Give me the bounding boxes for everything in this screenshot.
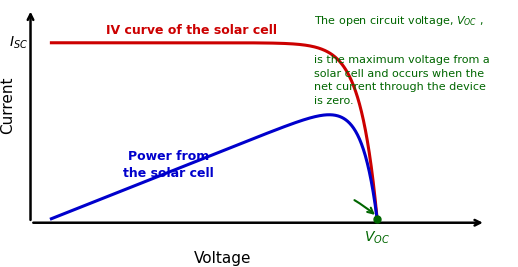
Text: Voltage: Voltage [194, 251, 252, 266]
Text: $I_{SC}$: $I_{SC}$ [9, 34, 28, 51]
Text: $V_{OC}$: $V_{OC}$ [364, 230, 390, 246]
Text: Power from
the solar cell: Power from the solar cell [123, 150, 214, 180]
Text: The open circuit voltage, $V_{OC}$ ,: The open circuit voltage, $V_{OC}$ , [314, 14, 483, 28]
Text: is the maximum voltage from a
solar cell and occurs when the
net current through: is the maximum voltage from a solar cell… [314, 55, 490, 106]
Text: IV curve of the solar cell: IV curve of the solar cell [106, 24, 277, 37]
Text: Current: Current [0, 77, 15, 134]
